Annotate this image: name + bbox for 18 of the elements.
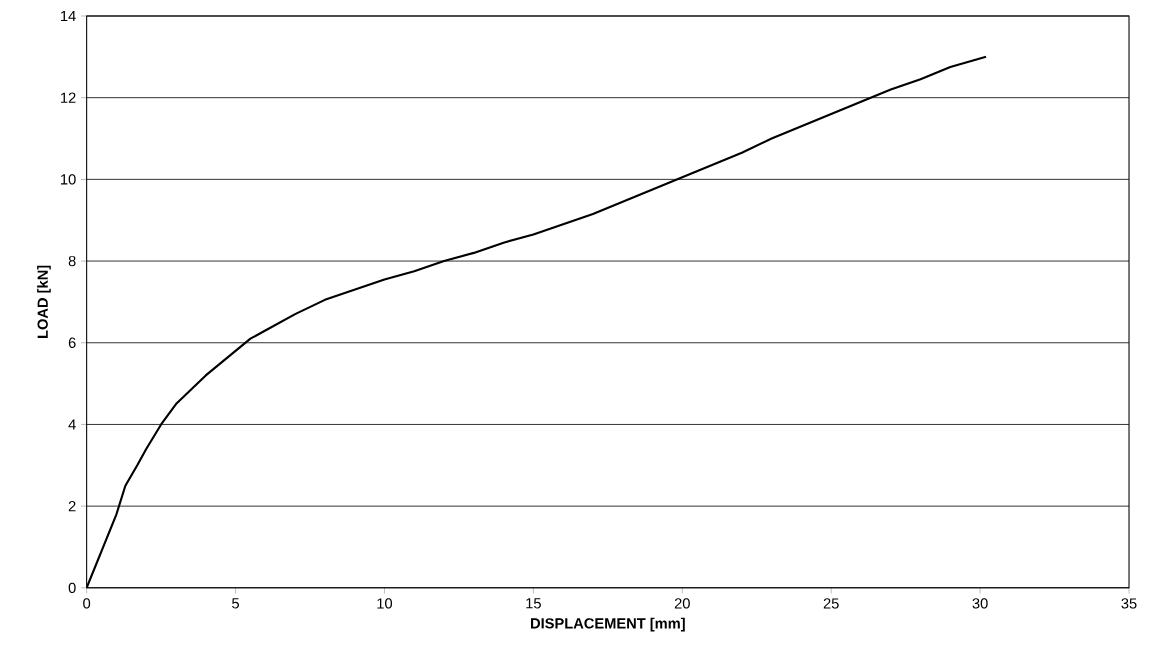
y-tick-label: 0 — [68, 582, 76, 593]
x-tick-label: 25 — [823, 598, 839, 609]
y-tick-label: 12 — [61, 92, 76, 103]
y-tick-label: 14 — [61, 10, 76, 21]
x-tick-label: 15 — [526, 598, 541, 609]
y-tick-label: 10 — [61, 173, 76, 185]
y-axis-title: LOAD [kN] — [37, 265, 51, 338]
x-tick-label: 10 — [377, 598, 393, 609]
y-tick-label: 6 — [68, 337, 76, 348]
x-tick-label: 20 — [674, 598, 690, 609]
x-tick-label: 35 — [1121, 598, 1137, 609]
x-tick-label: 30 — [972, 598, 988, 609]
x-tick-label: 5 — [232, 598, 239, 609]
y-tick-label: 8 — [68, 255, 76, 267]
y-tick-label: 2 — [68, 500, 76, 512]
x-axis-title: DISPLACEMENT [mm] — [531, 617, 685, 632]
x-tick-label: 0 — [83, 598, 91, 609]
y-tick-label: 4 — [68, 419, 76, 430]
